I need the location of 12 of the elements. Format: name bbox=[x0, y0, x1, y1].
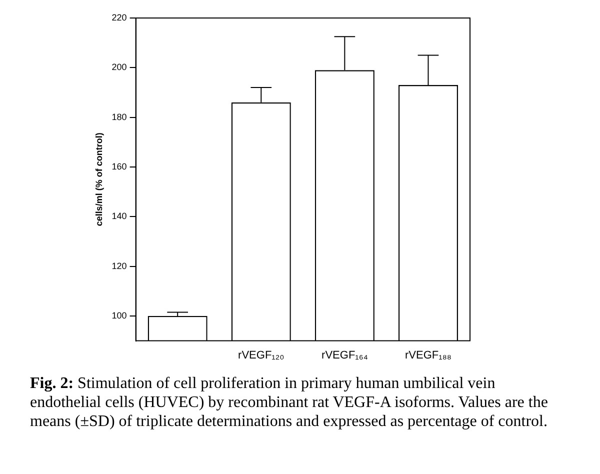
y-tick-label: 120 bbox=[112, 260, 127, 271]
y-tick-label: 220 bbox=[112, 12, 127, 22]
x-tick-label: rVEGF₁₂₀ bbox=[238, 349, 284, 362]
x-tick-label: rVEGF₁₈₈ bbox=[405, 349, 452, 362]
y-axis-title: cells/ml (% of control) bbox=[94, 132, 104, 226]
x-tick-label: rVEGF₁₆₄ bbox=[322, 349, 368, 362]
y-tick-label: 140 bbox=[112, 211, 127, 222]
y-tick-label: 200 bbox=[112, 62, 127, 72]
caption: Fig. 2: Stimulation of cell proliferation in primary human umbilical vein endothelial cells (HUVEC) by recombinant rat VEGF-A isoforms. Values are the means (±SD) of triplicate determinations and expressed as percentage of control. bbox=[30, 374, 549, 431]
y-tick-label: 160 bbox=[112, 161, 127, 172]
y-tick-label: 180 bbox=[112, 112, 127, 122]
y-tick-label: 100 bbox=[112, 310, 127, 320]
